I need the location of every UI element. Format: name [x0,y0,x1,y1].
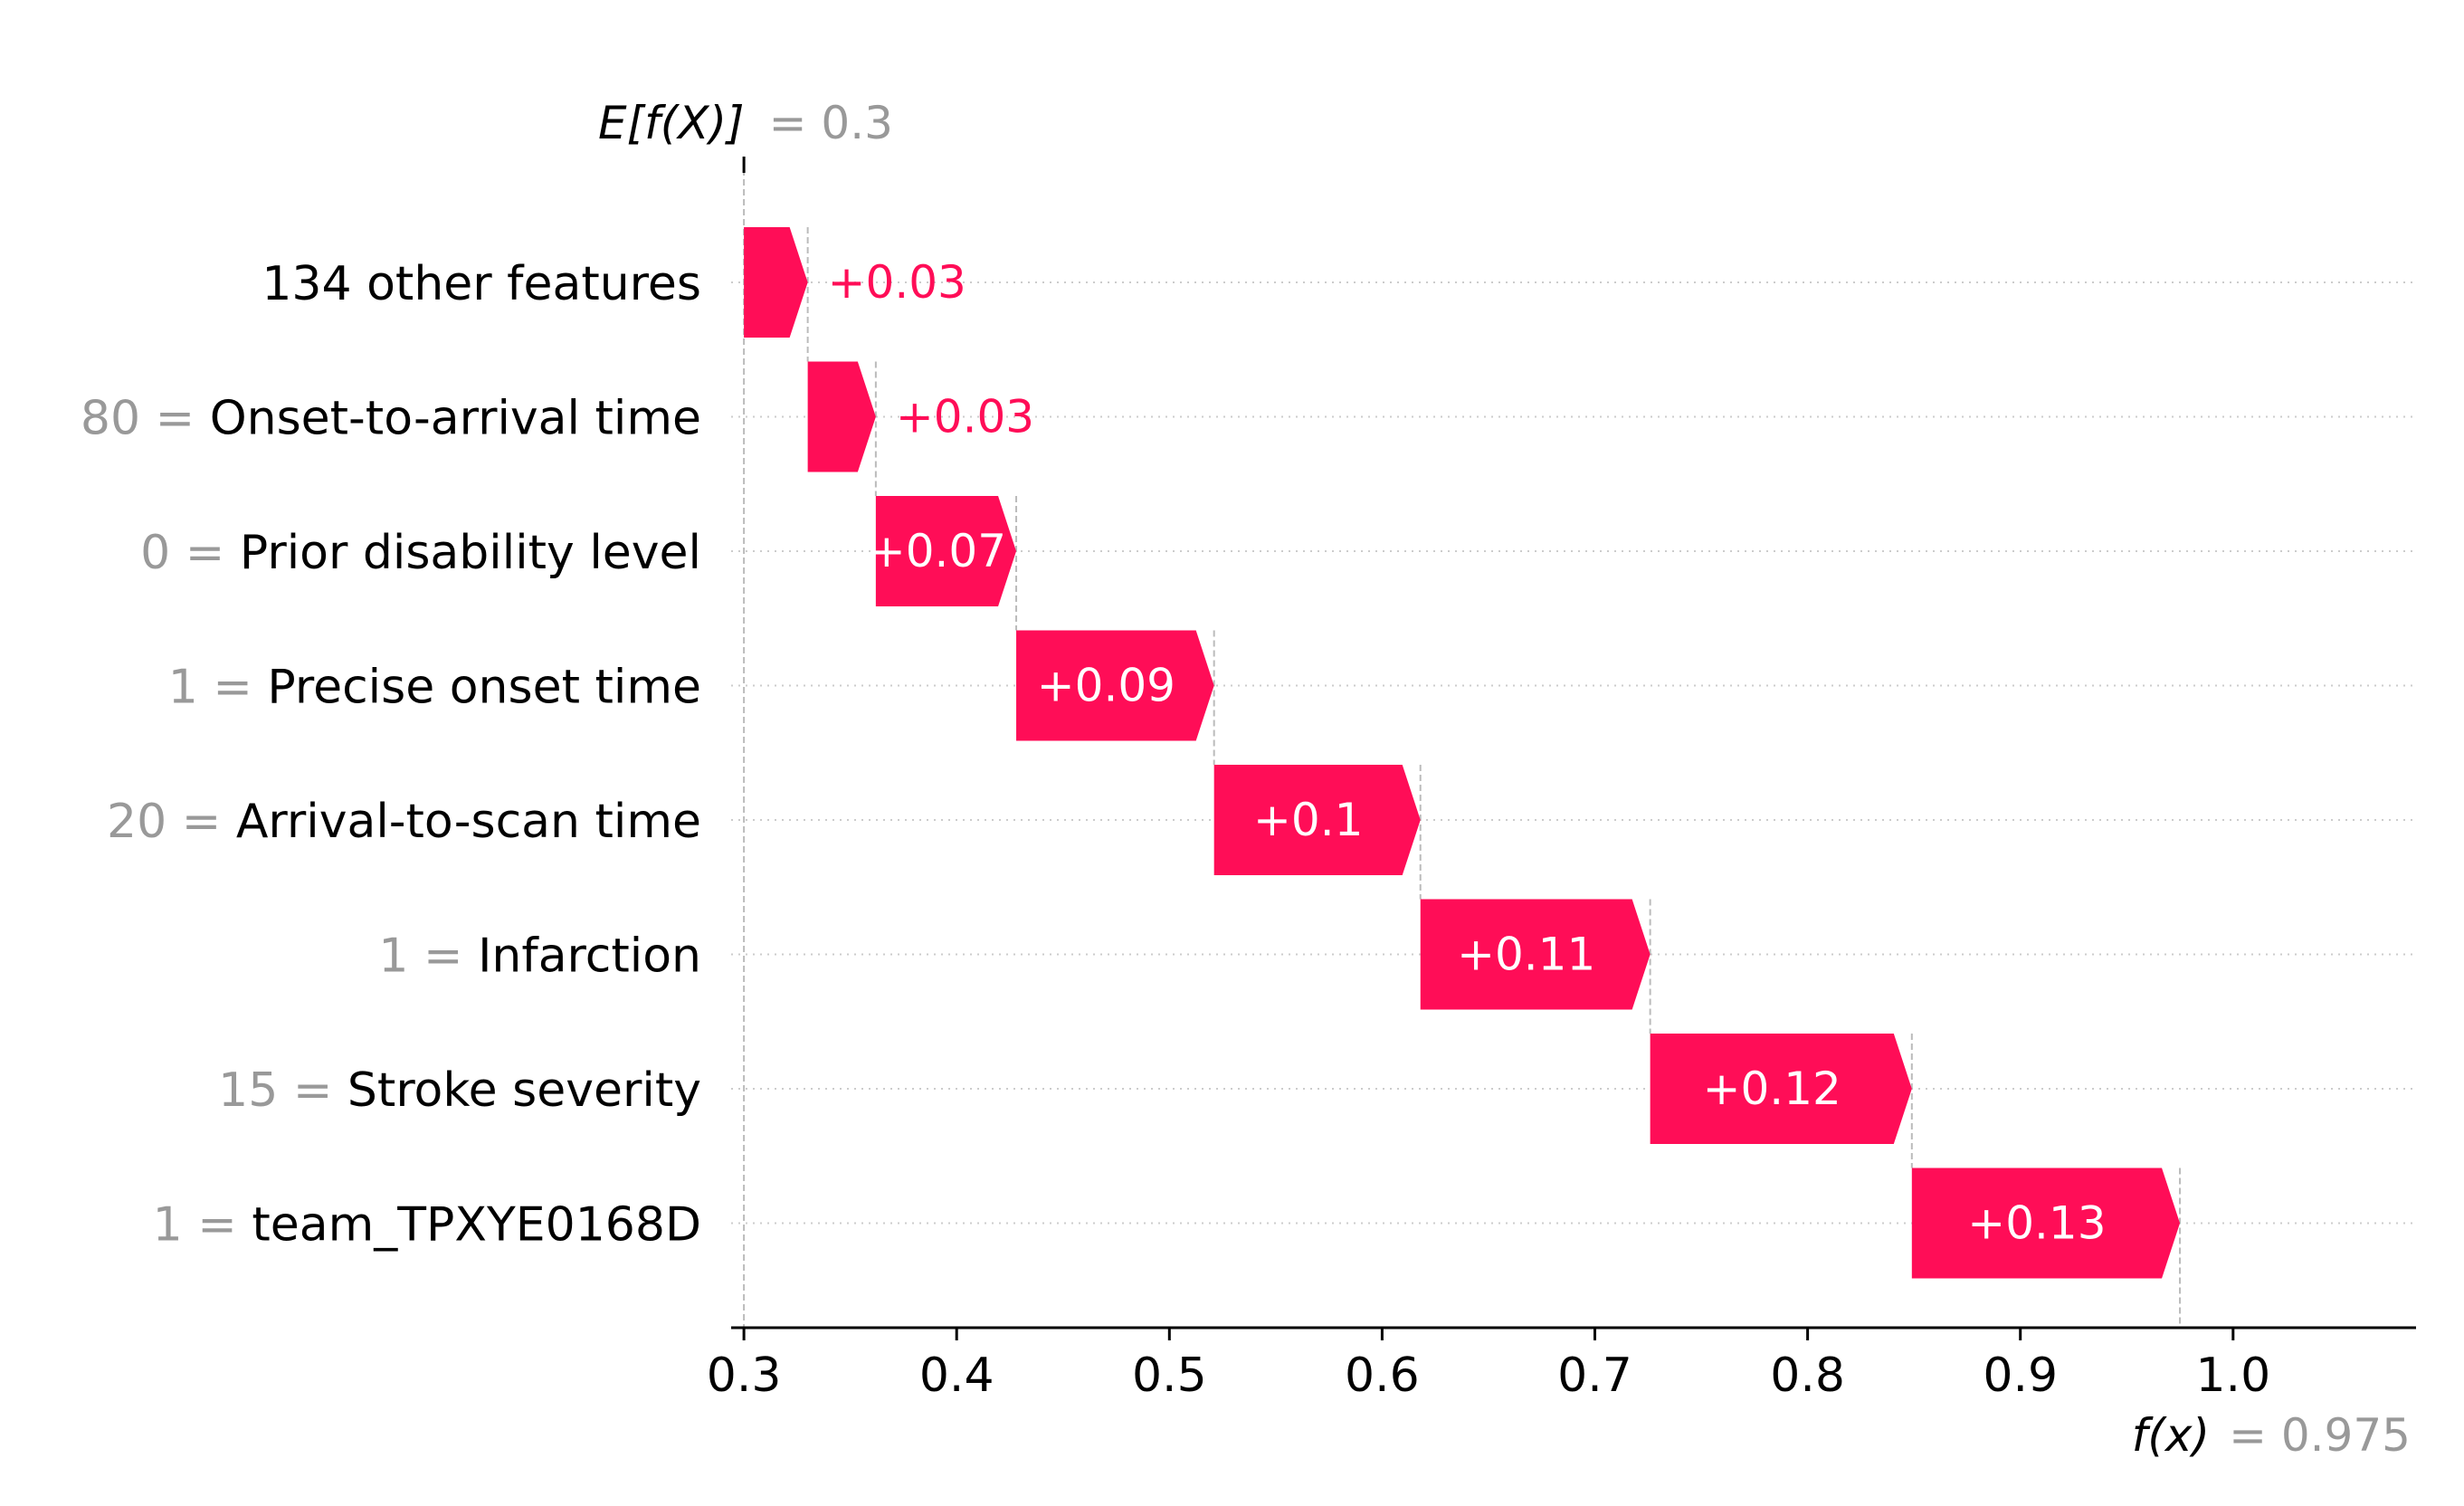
guide-line-layer [742,157,2182,1328]
x-tick-label: 0.8 [1770,1349,1845,1403]
x-tick-label: 0.3 [707,1349,782,1403]
base-value-annotation: E[f(X)] = 0.3 [598,97,893,149]
bar-value-label: +0.13 [1967,1197,2106,1250]
feature-label: 1 = team_TPXYE0168D [153,1198,701,1253]
x-tick-label: 0.9 [1983,1349,2058,1403]
feature-label: 0 = Prior disability level [140,526,701,580]
contribution-bar [1911,1168,2181,1279]
bar-value-label: +0.12 [1703,1063,1841,1115]
contribution-bar [1213,765,1421,875]
feature-name: Infarction [478,929,701,984]
contribution-bar [1420,899,1651,1010]
feature-label: 20 = Arrival-to-scan time [107,795,701,849]
feature-label: 1 = Precise onset time [168,661,701,715]
x-tick-label: 0.6 [1345,1349,1420,1403]
final-value-math: f(x) [2132,1409,2210,1462]
bar-value-label: +0.09 [1037,660,1175,712]
feature-value: 1 = [153,1198,252,1253]
x-axis: 0.3 0.4 0.5 0.6 0.7 0.8 0.9 1.0 [707,1326,2416,1403]
feature-name: Onset-to-arrival time [210,392,701,446]
bar-value-label: +0.07 [868,525,1006,577]
feature-name: 134 other features [262,257,701,311]
x-tick-label: 0.4 [919,1349,994,1403]
bar-value-label: +0.03 [828,256,966,309]
x-tick-label: 1.0 [2195,1349,2270,1403]
bar-value-label: +0.11 [1457,929,1595,981]
feature-value: 80 = [81,392,210,446]
feature-value: 1 = [168,661,268,715]
bar-value-label: +0.03 [896,391,1034,443]
feature-label: 15 = Stroke severity [218,1063,701,1118]
feature-label: 134 other features [262,257,701,311]
feature-name: Stroke severity [347,1063,701,1118]
final-value-text: = 0.975 [2229,1409,2411,1462]
feature-value: 0 = [140,526,240,580]
feature-label: 1 = Infarction [378,929,701,984]
feature-name: team_TPXYE0168D [252,1198,701,1253]
feature-name: Arrival-to-scan time [236,795,701,849]
feature-name: Prior disability level [240,526,701,580]
feature-value: 1 = [378,929,478,984]
feature-value: 20 = [107,795,236,849]
contribution-bar [1650,1034,1912,1144]
x-tick-label: 0.7 [1557,1349,1632,1403]
contribution-bar [744,227,808,338]
feature-label-layer: 134 other features 80 = Onset-to-arrival … [81,257,701,1253]
contribution-bar [807,361,876,472]
contribution-bar [1016,630,1214,741]
feature-name: Precise onset time [267,661,701,715]
feature-label: 80 = Onset-to-arrival time [81,392,701,446]
base-value-text: = 0.3 [769,97,893,149]
contribution-bar [875,496,1017,606]
feature-value: 15 = [218,1063,347,1118]
base-value-math: E[f(X)] [598,97,744,149]
bar-value-label: +0.1 [1253,794,1363,846]
final-value-annotation: f(x) = 0.975 [2132,1409,2411,1462]
bar-layer: +0.03 +0.03 +0.07 +0.09 +0.1 +0.11 +0.12 +0.13 [744,227,2181,1279]
x-tick-label: 0.5 [1132,1349,1207,1403]
